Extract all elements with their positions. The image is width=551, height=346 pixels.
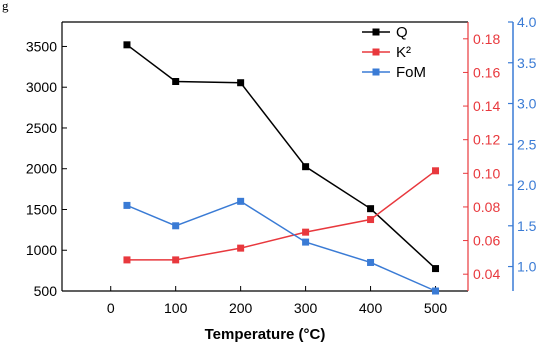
left-tick-label: 1500 [26, 201, 57, 217]
x-axis-title: Temperature (°C) [205, 326, 326, 343]
right-y-axis-k2: 0.04 0.06 0.08 0.10 0.12 0.14 0.16 0.18 [463, 22, 500, 291]
data-point [432, 265, 440, 273]
right1-tick-label: 0.16 [473, 64, 500, 80]
right1-tick-label: 0.10 [473, 165, 500, 181]
right2-tick-label: 3.0 [517, 96, 537, 112]
plot-frame [62, 21, 468, 292]
data-point [172, 256, 180, 264]
x-tick-label: 400 [359, 300, 383, 316]
series-2 [123, 197, 440, 295]
left-tick-label: 3000 [26, 79, 57, 95]
legend-entry: K² [362, 44, 411, 61]
legend-entry: Q [362, 24, 408, 41]
right2-tick-label: 1.0 [517, 259, 537, 275]
series-line [126, 44, 437, 270]
data-point [367, 216, 375, 224]
right1-tick-label: 0.04 [473, 266, 500, 282]
legend-marker [372, 48, 380, 56]
series-0 [123, 41, 440, 273]
right2-tick-label: 4.0 [517, 14, 537, 30]
data-point [172, 78, 180, 86]
left-tick-label: 500 [34, 283, 58, 299]
right-y-axis-fom: 1.0 1.5 2.0 2.5 3.0 3.5 4.0 [508, 14, 537, 291]
legend-label: Q [396, 24, 408, 41]
data-point [237, 244, 245, 252]
left-tick-label: 2000 [26, 161, 57, 177]
left-tick-label: 1000 [26, 242, 57, 258]
x-axis: 0 100 200 300 400 500 [107, 286, 448, 316]
right1-tick-label: 0.12 [473, 132, 500, 148]
legend: Q K² FoM [362, 24, 426, 81]
legend-marker [372, 68, 380, 76]
data-point [172, 222, 180, 230]
data-point [123, 256, 131, 264]
x-tick-label: 200 [229, 300, 253, 316]
right2-tick-label: 1.5 [517, 218, 537, 234]
data-point [432, 287, 440, 295]
data-point [123, 201, 131, 209]
data-point [302, 238, 310, 246]
x-tick-label: 100 [164, 300, 188, 316]
right1-tick-label: 0.14 [473, 98, 500, 114]
series-line [126, 200, 436, 292]
series-line [126, 170, 436, 261]
x-tick-label: 300 [294, 300, 318, 316]
data-point [367, 205, 375, 213]
x-tick-label: 0 [107, 300, 115, 316]
series-1 [123, 167, 440, 264]
right2-tick-label: 2.5 [517, 136, 537, 152]
right1-tick-label: 0.18 [473, 31, 500, 47]
data-point [302, 228, 310, 236]
legend-label: FoM [396, 64, 426, 81]
right2-tick-label: 3.5 [517, 55, 537, 71]
data-point [237, 197, 245, 205]
data-point [302, 163, 310, 171]
data-point [432, 167, 440, 175]
partial-header-text: g [2, 0, 9, 13]
left-tick-label: 3500 [26, 38, 57, 54]
right2-tick-label: 2.0 [517, 177, 537, 193]
legend-label: K² [396, 44, 411, 61]
x-tick-label: 500 [424, 300, 448, 316]
right1-tick-label: 0.06 [473, 233, 500, 249]
left-y-axis-q: 500 1000 1500 2000 2500 3000 3500 [26, 22, 67, 299]
data-point [367, 258, 375, 266]
left-tick-label: 2500 [26, 120, 57, 136]
legend-entry: FoM [362, 64, 426, 81]
data-point [237, 79, 245, 87]
legend-marker [372, 28, 380, 36]
right1-tick-label: 0.08 [473, 199, 500, 215]
data-point [123, 41, 131, 49]
series-layer [123, 41, 440, 295]
